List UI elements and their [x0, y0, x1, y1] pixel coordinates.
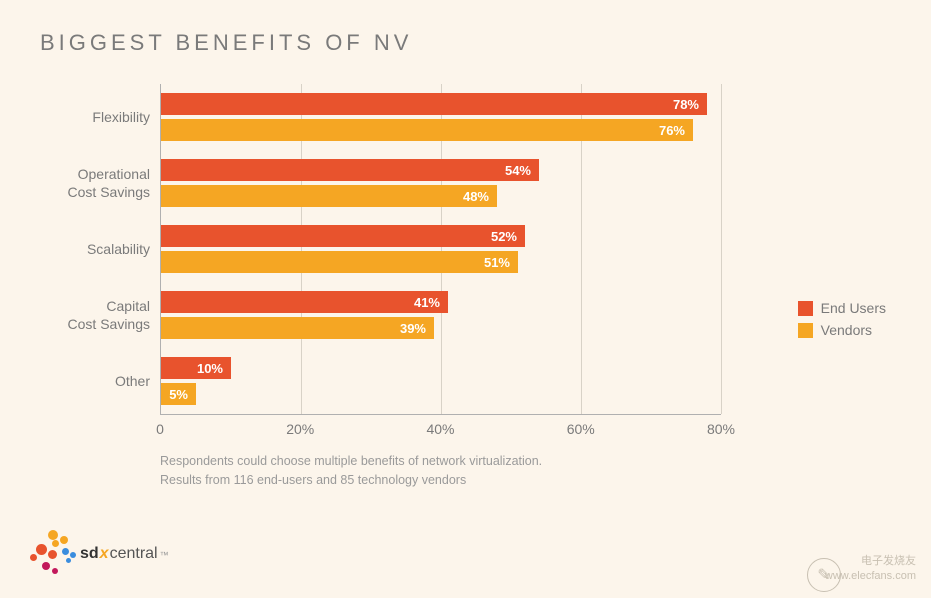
bar-vendors: 48% — [161, 185, 497, 207]
logo-text: sdxcentral™ — [80, 545, 169, 563]
x-tick: 0 — [156, 421, 164, 437]
x-axis: 0 20% 40% 60% 80% — [160, 414, 721, 444]
bar-vendors: 39% — [161, 317, 434, 339]
chart-title: BIGGEST BENEFITS OF NV — [40, 30, 891, 56]
category-label: Scalability — [40, 216, 160, 282]
legend-swatch — [798, 301, 813, 316]
legend: End Users Vendors — [798, 300, 886, 344]
x-tick: 40% — [426, 421, 454, 437]
bar-end-users: 52% — [161, 225, 525, 247]
bar-row: 52% 51% — [161, 216, 721, 282]
bar-vendors: 51% — [161, 251, 518, 273]
chart-area: Flexibility OperationalCost Savings Scal… — [40, 84, 721, 414]
legend-item-end-users: End Users — [798, 300, 886, 316]
legend-label: End Users — [821, 300, 886, 316]
bar-row: 10% 5% — [161, 348, 721, 414]
legend-item-vendors: Vendors — [798, 322, 886, 338]
x-tick: 60% — [567, 421, 595, 437]
chart-footnote: Respondents could choose multiple benefi… — [160, 452, 891, 490]
footnote-line: Results from 116 end-users and 85 techno… — [160, 471, 891, 490]
legend-label: Vendors — [821, 322, 872, 338]
bar-end-users: 10% — [161, 357, 231, 379]
category-label: Other — [40, 348, 160, 414]
plot-area: 78% 76% 54% 48% 52% 51% 41% 39% 10% 5% — [160, 84, 721, 414]
watermark-text: 电子发烧友 www.elecfans.com — [825, 554, 916, 583]
gridline — [721, 84, 722, 414]
x-tick: 20% — [286, 421, 314, 437]
chart-canvas: BIGGEST BENEFITS OF NV Flexibility Opera… — [0, 0, 931, 598]
bar-end-users: 54% — [161, 159, 539, 181]
x-tick: 80% — [707, 421, 735, 437]
bar-row: 41% 39% — [161, 282, 721, 348]
category-label: CapitalCost Savings — [40, 282, 160, 348]
logo-mark-icon — [30, 530, 78, 578]
bar-end-users: 78% — [161, 93, 707, 115]
footnote-line: Respondents could choose multiple benefi… — [160, 452, 891, 471]
bar-rows: 78% 76% 54% 48% 52% 51% 41% 39% 10% 5% — [161, 84, 721, 414]
category-label: Flexibility — [40, 84, 160, 150]
sdx-central-logo: sdxcentral™ — [30, 530, 169, 578]
bar-vendors: 76% — [161, 119, 693, 141]
category-label: OperationalCost Savings — [40, 150, 160, 216]
y-axis-labels: Flexibility OperationalCost Savings Scal… — [40, 84, 160, 414]
legend-swatch — [798, 323, 813, 338]
bar-vendors: 5% — [161, 383, 196, 405]
bar-row: 78% 76% — [161, 84, 721, 150]
bar-end-users: 41% — [161, 291, 448, 313]
bar-row: 54% 48% — [161, 150, 721, 216]
